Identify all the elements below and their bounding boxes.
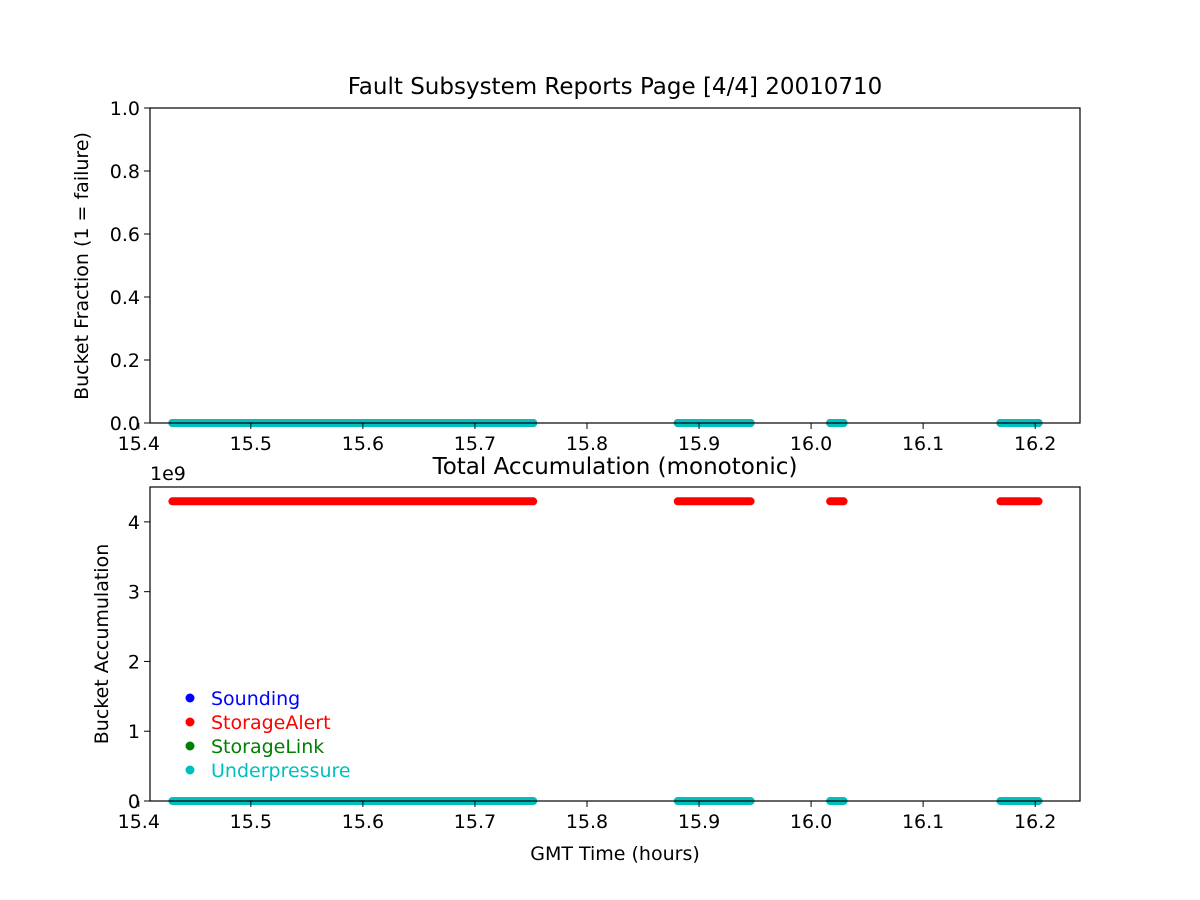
x-tick-label: 16.1	[902, 811, 944, 833]
y-scale-label: 1e9	[150, 463, 186, 485]
y-tick-label: 0.4	[110, 287, 140, 309]
fault-reports-chart: Fault Subsystem Reports Page [4/4] 20010…	[71, 74, 1081, 455]
y-tick-label: 0	[128, 791, 140, 813]
x-tick-label: 15.7	[454, 433, 496, 455]
y-tick-label: 4	[128, 512, 140, 534]
x-tick-label: 15.4	[118, 811, 160, 833]
legend: SoundingStorageAlertStorageLinkUnderpres…	[185, 688, 351, 782]
x-tick-label: 15.8	[566, 811, 608, 833]
y-axis-label: Bucket Fraction (1 = failure)	[71, 132, 93, 400]
x-tick-label: 16.2	[1014, 811, 1056, 833]
legend-label-storagealert: StorageAlert	[211, 712, 331, 734]
y-tick-label: 2	[128, 651, 140, 673]
y-axis-label: Bucket Accumulation	[91, 544, 113, 745]
legend-marker-sounding	[185, 693, 195, 703]
y-tick-label: 1.0	[110, 98, 140, 120]
legend-label-underpressure: Underpressure	[211, 760, 351, 782]
x-tick-label: 15.9	[678, 433, 720, 455]
x-tick-label: 16.1	[902, 433, 944, 455]
x-tick-label: 15.4	[118, 433, 160, 455]
x-tick-label: 16.0	[790, 811, 832, 833]
y-tick-label: 0.6	[110, 224, 140, 246]
axis-ticks: 15.4 15.5 15.6 15.7 15.8 15.9 16.0 16.1 16.2 0 1 2 3…	[118, 512, 1057, 833]
y-tick-label: 1	[128, 721, 140, 743]
x-tick-label: 15.6	[342, 433, 384, 455]
plot-frame	[149, 486, 1081, 802]
x-tick-label: 15.7	[454, 811, 496, 833]
legend-marker-storagealert	[185, 717, 195, 727]
axis-ticks: 15.4 15.5 15.6 15.7 15.8 15.9 16.0 16.1 16.2 0.0 0…	[110, 98, 1057, 455]
x-tick-label: 15.8	[566, 433, 608, 455]
chart-title: Fault Subsystem Reports Page [4/4] 20010…	[348, 74, 883, 100]
x-tick-label: 16.2	[1014, 433, 1056, 455]
legend-marker-storagelink	[185, 741, 195, 751]
chart-title: Total Accumulation (monotonic)	[432, 454, 798, 480]
x-tick-label: 15.9	[678, 811, 720, 833]
x-tick-label: 15.5	[230, 811, 272, 833]
x-tick-label: 16.0	[790, 433, 832, 455]
x-axis-label: GMT Time (hours)	[530, 843, 700, 865]
y-tick-label: 0.2	[110, 350, 140, 372]
legend-label-sounding: Sounding	[211, 688, 300, 710]
legend-label-storagelink: StorageLink	[211, 736, 324, 758]
plot-frame	[149, 107, 1081, 424]
accumulation-chart: Total Accumulation (monotonic) 1e9 Bucke…	[91, 454, 1081, 865]
y-tick-label: 0.8	[110, 161, 140, 183]
y-tick-label: 0.0	[110, 413, 140, 435]
y-tick-label: 3	[128, 582, 140, 604]
legend-marker-underpressure	[185, 765, 195, 775]
x-tick-label: 15.5	[230, 433, 272, 455]
x-tick-label: 15.6	[342, 811, 384, 833]
